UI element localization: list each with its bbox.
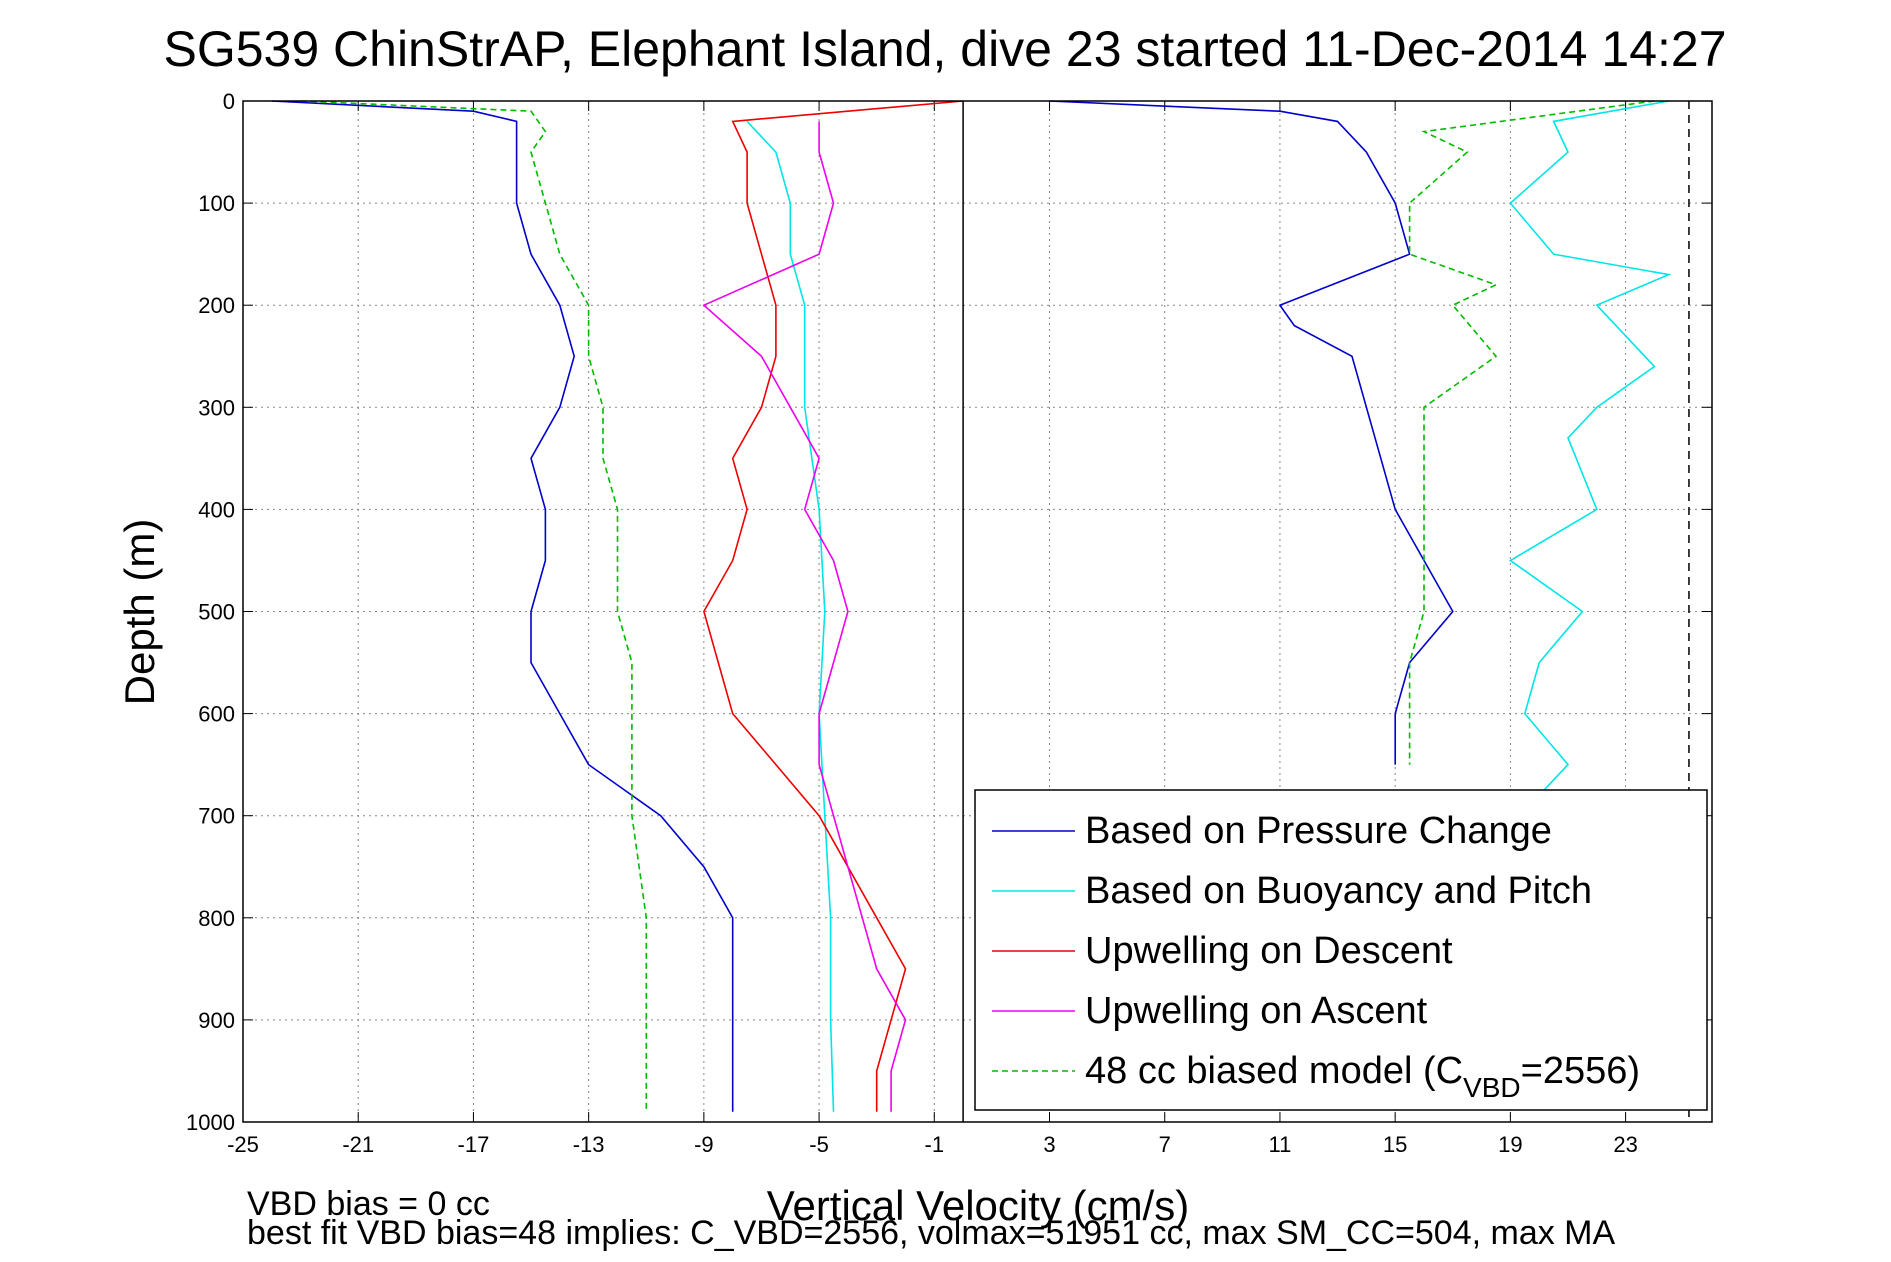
y-tick-label: 300 <box>198 395 235 420</box>
series-line <box>1408 100 1655 765</box>
legend-box <box>974 789 1708 1111</box>
x-tick-label: -21 <box>342 1132 374 1157</box>
series-line <box>1049 100 1454 765</box>
x-tick-label: 11 <box>1269 1132 1292 1157</box>
x-tick-label: -1 <box>925 1132 945 1157</box>
chart-title: SG539 ChinStrAP, Elephant Island, dive 2… <box>163 21 1726 77</box>
y-tick-label: 200 <box>198 293 235 318</box>
series-line <box>300 100 648 1112</box>
series-line <box>1508 100 1672 796</box>
x-tick-label: 23 <box>1613 1132 1637 1157</box>
x-tick-label: 7 <box>1159 1132 1171 1157</box>
x-tick-label: -25 <box>227 1132 259 1157</box>
y-tick-label: 600 <box>198 702 235 727</box>
y-tick-label: 900 <box>198 1008 235 1033</box>
legend-label: Upwelling on Ascent <box>1085 990 1428 1032</box>
y-tick-label: 100 <box>198 191 235 216</box>
legend: Based on Pressure Change Based on Buoyanc… <box>974 789 1708 1111</box>
legend-label: Upwelling on Descent <box>1085 930 1453 972</box>
series-line <box>702 121 907 1112</box>
legend-subscript: VBD <box>1463 1072 1521 1103</box>
legend-label: Based on Buoyancy and Pitch <box>1085 870 1592 912</box>
y-tick-label: 400 <box>198 497 235 522</box>
y-axis-label: Depth (m) <box>116 519 163 706</box>
footer-best-fit: best fit VBD bias=48 implies: C_VBD=2556… <box>247 1214 1616 1252</box>
y-tick-label: 1000 <box>186 1110 235 1135</box>
series-layer <box>271 100 1672 1112</box>
y-tick-label: 0 <box>223 89 235 114</box>
legend-tail: =2556) <box>1521 1050 1640 1092</box>
x-tick-label: -9 <box>694 1132 714 1157</box>
x-tick-label: -13 <box>573 1132 605 1157</box>
plot-frame <box>242 100 1713 1123</box>
y-tick-label: 800 <box>198 906 235 931</box>
x-tick-label: -5 <box>809 1132 829 1157</box>
x-tick-label: 15 <box>1383 1132 1407 1157</box>
series-line <box>746 120 835 1112</box>
x-tick-label: -17 <box>458 1132 490 1157</box>
axis-ticks: -25 -21 -17 -13 -9 -5 -1 3 7 11 15 19 23010020030040… <box>186 89 1712 1157</box>
y-tick-label: 500 <box>198 600 235 625</box>
x-axis-label: Vertical Velocity (cm/s) <box>767 1182 1189 1229</box>
y-tick-label: 700 <box>198 804 235 829</box>
footer-vbd-bias: VBD bias = 0 cc <box>247 1185 490 1223</box>
x-tick-label: 3 <box>1043 1132 1055 1157</box>
x-tick-label: 19 <box>1498 1132 1522 1157</box>
legend-label: Based on Pressure Change <box>1085 810 1552 852</box>
series-line <box>703 100 964 1112</box>
series-line <box>271 100 734 1112</box>
